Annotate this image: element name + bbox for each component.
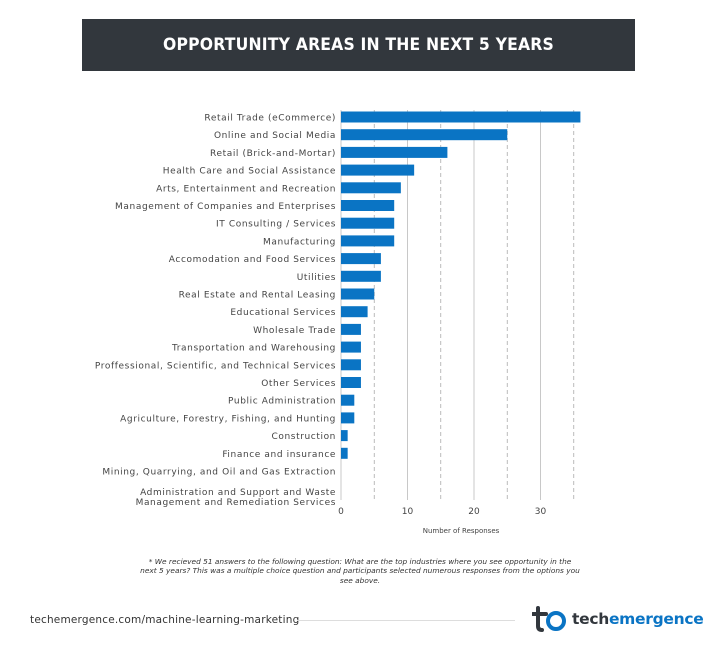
bar	[341, 323, 361, 335]
bar	[341, 306, 368, 318]
category-label: Manufacturing	[263, 237, 336, 247]
chart-title: OPPORTUNITY AREAS IN THE NEXT 5 YEARS	[163, 35, 554, 55]
category-label: Finance and insurance	[222, 450, 336, 460]
title-banner: OPPORTUNITY AREAS IN THE NEXT 5 YEARS	[82, 19, 635, 71]
techemergence-logo[interactable]: techemergence	[532, 603, 704, 635]
bar	[341, 394, 355, 406]
category-label: Management of Companies and Enterprises	[115, 202, 336, 212]
bar	[341, 111, 581, 123]
logo-mark-icon	[532, 606, 566, 632]
category-label: Educational Services	[230, 308, 336, 318]
category-label: Online and Social Media	[214, 131, 336, 141]
x-tick-label: 20	[468, 507, 480, 517]
bar	[341, 447, 348, 459]
bar	[341, 412, 355, 424]
category-label: Other Services	[261, 379, 336, 389]
category-label: Wholesale Trade	[253, 326, 336, 336]
category-label: Proffessional, Scientific, and Technical…	[95, 361, 336, 371]
bar	[341, 270, 381, 282]
category-label: Accomodation and Food Services	[169, 255, 336, 265]
category-label: Mining, Quarrying, and Oil and Gas Extra…	[102, 468, 336, 478]
category-label: Transportation and Warehousing	[171, 344, 336, 354]
bar	[341, 288, 375, 300]
category-label: Public Administration	[228, 397, 336, 407]
bar	[341, 341, 361, 353]
bar	[341, 200, 395, 211]
category-label: Construction	[271, 432, 336, 442]
logo-text-emergence: emergence	[608, 610, 704, 628]
x-tick-label: 0	[338, 507, 344, 517]
bar	[341, 129, 508, 141]
bar	[341, 377, 361, 388]
footnote: * We recieved 51 answers to the followin…	[140, 557, 580, 585]
bar	[341, 235, 395, 247]
category-label: Agriculture, Forestry, Fishing, and Hunt…	[120, 414, 336, 424]
category-label: Administration and Support and Waste Mana…	[136, 488, 336, 508]
footer-divider	[297, 620, 515, 621]
logo-text-tech: tech	[572, 610, 609, 628]
category-label: Real Estate and Rental Leasing	[179, 291, 336, 301]
bar	[341, 359, 361, 371]
bar	[341, 182, 401, 194]
footer-url[interactable]: techemergence.com/machine-learning-marke…	[30, 614, 300, 626]
bar	[341, 253, 381, 265]
bar	[341, 217, 395, 229]
category-label: Arts, Entertainment and Recreation	[156, 184, 336, 194]
bar-chart: Retail Trade (eCommerce) Online and Socia…	[95, 110, 581, 535]
bar	[341, 164, 415, 176]
category-label: Retail (Brick-and-Mortar)	[210, 149, 336, 159]
logo-wordmark: techemergence	[572, 610, 704, 628]
x-tick-label: 30	[535, 507, 547, 517]
bar	[341, 146, 448, 158]
category-label: IT Consulting / Services	[216, 220, 336, 230]
category-label: Retail Trade (eCommerce)	[204, 114, 336, 124]
category-label: Health Care and Social Assistance	[163, 167, 336, 177]
category-label: Utilities	[297, 273, 336, 283]
bar	[341, 430, 348, 442]
x-axis-label: Number of Responses	[423, 527, 500, 535]
x-tick-label: 10	[402, 507, 414, 517]
